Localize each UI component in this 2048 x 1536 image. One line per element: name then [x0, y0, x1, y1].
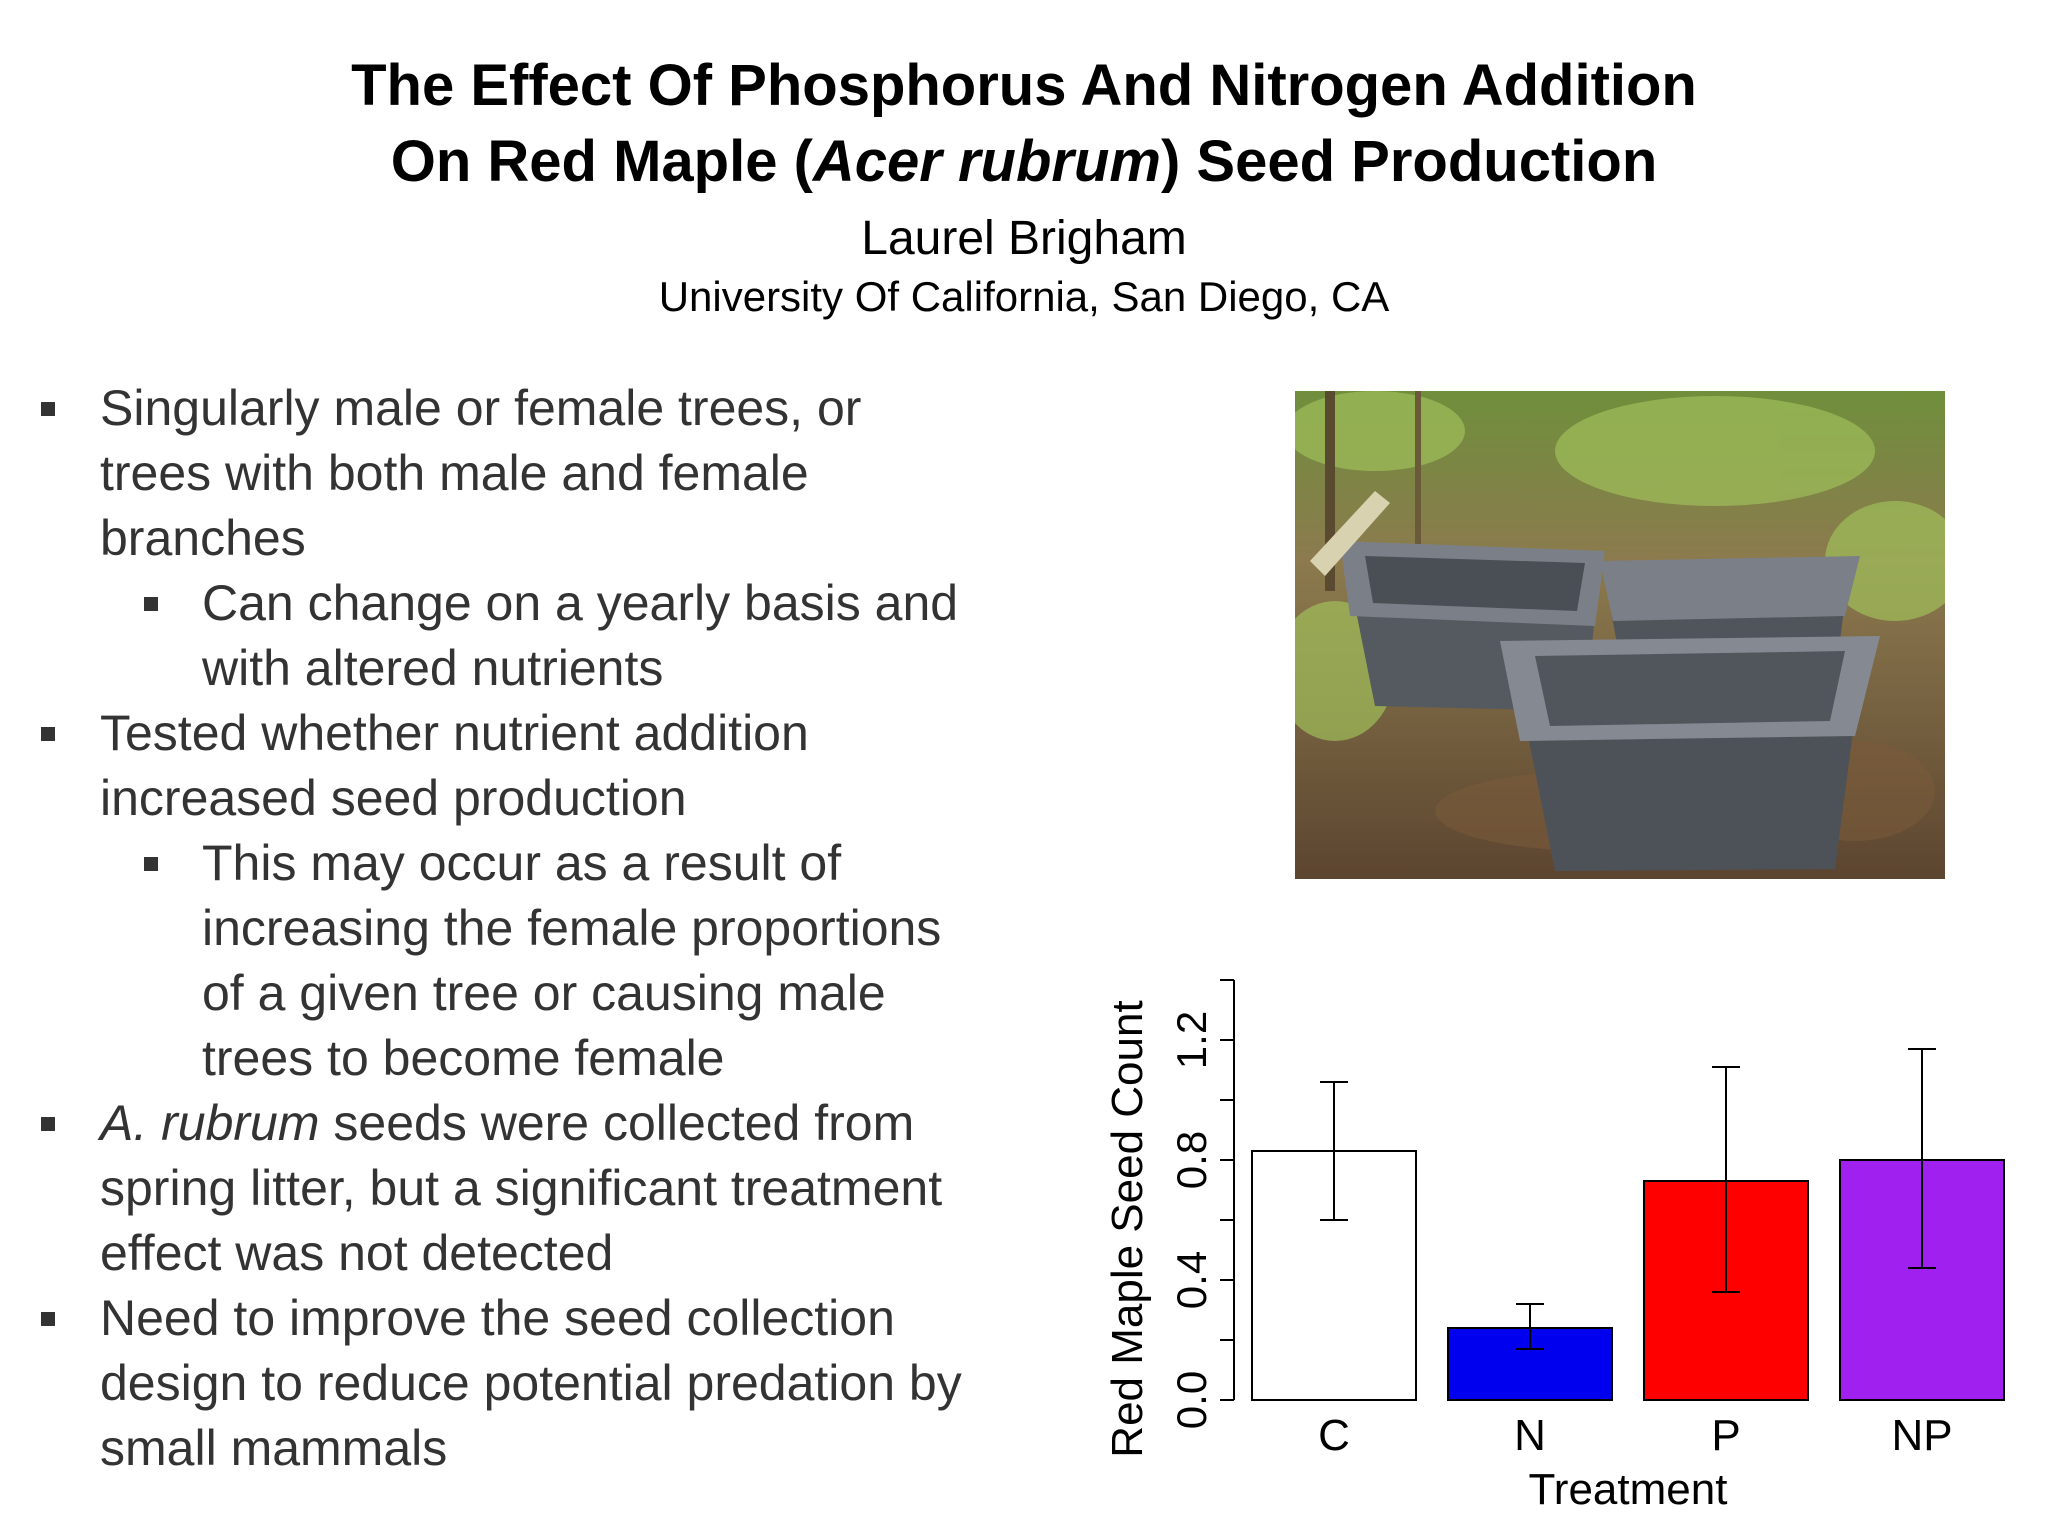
bullet-text: increased seed production	[100, 770, 687, 826]
y-tick-label: 0.8	[1168, 1131, 1215, 1189]
bullet-marker-icon	[41, 1312, 55, 1326]
basket-front	[1500, 636, 1880, 871]
bullet-text: design to reduce potential predation by	[100, 1355, 962, 1411]
bullet-marker-icon	[144, 597, 158, 611]
bullet-text: Tested whether nutrient addition	[100, 705, 809, 761]
bullet-line: effect was not detected	[36, 1221, 1076, 1286]
x-tick-label: NP	[1891, 1411, 1952, 1460]
author-name: Laurel Brigham	[861, 212, 1187, 265]
title-line-2-pre: On Red Maple (	[390, 129, 813, 194]
bullet-line: Can change on a yearly basis and	[36, 571, 1076, 636]
bullet-text: seeds were collected from	[319, 1095, 915, 1151]
title-line-1: The Effect Of Phosphorus And Nitrogen Ad…	[351, 53, 1697, 118]
bullet-line: Need to improve the seed collection	[36, 1286, 1076, 1351]
bullet-marker-icon	[144, 857, 158, 871]
title-species-name: Acer rubrum	[812, 129, 1161, 194]
y-tick-label: 0.4	[1168, 1251, 1215, 1309]
bullet-text: trees to become female	[202, 1030, 725, 1086]
seed-trap-photo	[1295, 391, 1945, 879]
bullet-text: spring litter, but a significant treatme…	[100, 1160, 943, 1216]
bullet-line: small mammals	[36, 1416, 1076, 1481]
bullet-text: Can change on a yearly basis and	[202, 575, 959, 631]
bullet-text: Need to improve the seed collection	[100, 1290, 895, 1346]
bullet-text: Singularly male or female trees, or	[100, 380, 862, 436]
bullet-line: of a given tree or causing male	[36, 961, 1076, 1026]
bullet-text: with altered nutrients	[202, 640, 664, 696]
title-line-2-post: ) Seed Production	[1160, 129, 1658, 194]
y-tick-label: 1.2	[1168, 1011, 1215, 1069]
bullet-text: A. rubrum	[100, 1095, 320, 1151]
bullet-text: of a given tree or causing male	[202, 965, 886, 1021]
bullet-text: effect was not detected	[100, 1225, 614, 1281]
bullet-marker-icon	[41, 1117, 55, 1131]
x-axis-label: Treatment	[1529, 1465, 1728, 1514]
bullet-line: with altered nutrients	[36, 636, 1076, 701]
bullet-line: spring litter, but a significant treatme…	[36, 1156, 1076, 1221]
title-line-2: On Red Maple (Acer rubrum) Seed Producti…	[0, 124, 2048, 200]
bullet-line: trees to become female	[36, 1026, 1076, 1091]
x-tick-label: N	[1514, 1411, 1546, 1460]
bullet-line: A. rubrum seeds were collected from	[36, 1091, 1076, 1156]
bullet-marker-icon	[41, 727, 55, 741]
bullet-text: small mammals	[100, 1420, 448, 1476]
bullet-text: trees with both male and female	[100, 445, 809, 501]
y-tick-label: 0.0	[1168, 1371, 1215, 1429]
photo-illustration	[1295, 391, 1945, 879]
x-tick-label: C	[1318, 1411, 1350, 1460]
bullet-list: Singularly male or female trees, or trees…	[36, 376, 1076, 1481]
bullet-line: increased seed production	[36, 766, 1076, 831]
poster-header: The Effect Of Phosphorus And Nitrogen Ad…	[0, 48, 2048, 326]
bullet-line: increasing the female proportions	[36, 896, 1076, 961]
bullet-line: design to reduce potential predation by	[36, 1351, 1076, 1416]
bullet-text: increasing the female proportions	[202, 900, 942, 956]
bullet-line: This may occur as a result of	[36, 831, 1076, 896]
bullet-text: This may occur as a result of	[202, 835, 842, 891]
bullet-marker-icon	[41, 402, 55, 416]
bullet-line: Tested whether nutrient addition	[36, 701, 1076, 766]
bullet-text: branches	[100, 510, 306, 566]
y-axis-label: Red Maple Seed Count	[1103, 1000, 1152, 1457]
bullet-line: branches	[36, 506, 1076, 571]
affiliation: University Of California, San Diego, CA	[658, 273, 1390, 320]
bullet-line: Singularly male or female trees, or	[36, 376, 1076, 441]
seed-count-chart: 0.0 0.4 0.8 1.2 Red Maple Seed Count C N P NP Tre…	[1100, 940, 2040, 1530]
x-tick-label: P	[1711, 1411, 1740, 1460]
bullet-line: trees with both male and female	[36, 441, 1076, 506]
